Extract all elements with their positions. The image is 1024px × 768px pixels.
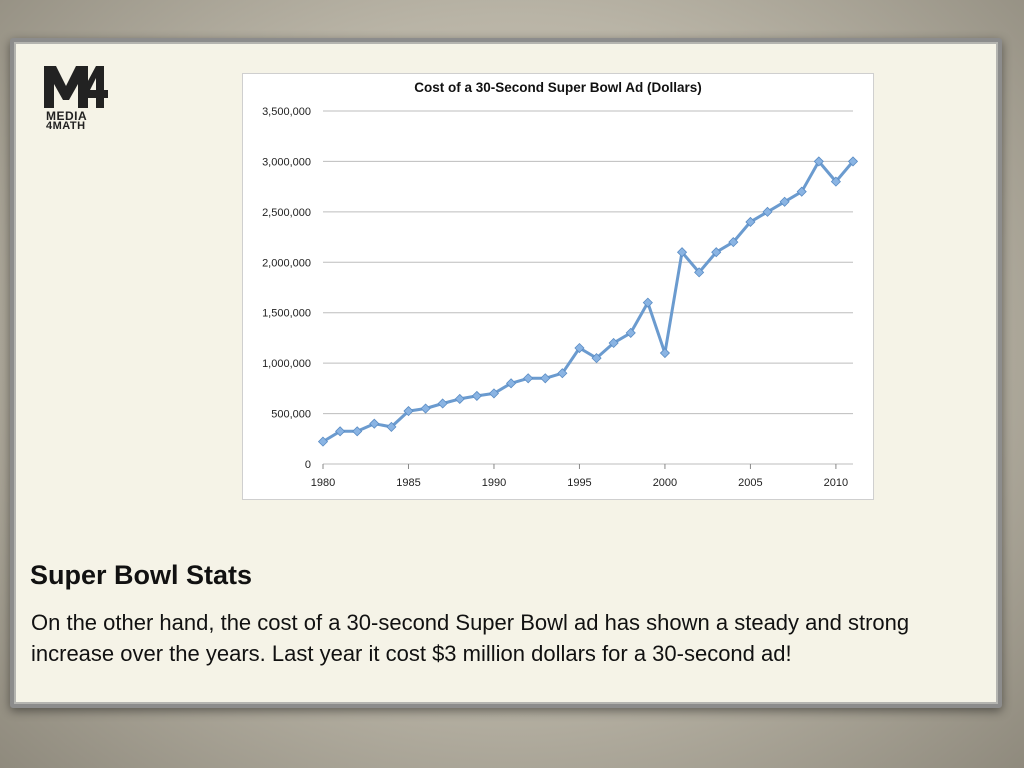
data-point-marker [591, 353, 602, 364]
chart-container: Cost of a 30-Second Super Bowl Ad (Dolla… [242, 73, 874, 500]
data-point-marker [779, 196, 790, 207]
y-tick-label: 2,500,000 [262, 207, 311, 219]
data-point-marker [796, 186, 807, 197]
data-point-marker [642, 297, 653, 308]
series-line [322, 159, 855, 443]
x-tick-label: 2000 [653, 477, 677, 489]
data-point-marker [711, 247, 722, 258]
data-point-marker [317, 436, 329, 447]
data-point-marker [488, 388, 500, 399]
data-point-marker [830, 176, 841, 187]
data-point-marker [574, 342, 585, 354]
data-point-marker [762, 206, 773, 217]
slide-body-text: On the other hand, the cost of a 30-seco… [31, 610, 910, 666]
data-point-marker [694, 267, 705, 278]
y-tick-label: 3,500,000 [262, 106, 311, 118]
x-tick-label: 2010 [824, 477, 848, 489]
data-point-marker [335, 426, 346, 437]
data-point-marker [659, 347, 671, 359]
x-tick-label: 1980 [311, 477, 335, 489]
data-point-marker [625, 327, 636, 338]
series-group [317, 156, 859, 447]
y-tick-label: 500,000 [271, 409, 311, 421]
y-tick-label: 2,000,000 [262, 257, 311, 269]
data-point-marker [847, 156, 859, 167]
y-tick-label: 3,000,000 [262, 156, 311, 168]
x-tick-label: 2005 [738, 477, 762, 489]
data-point-marker [369, 418, 380, 429]
chart-title: Cost of a 30-Second Super Bowl Ad (Dolla… [414, 80, 702, 95]
data-point-marker [454, 393, 465, 405]
data-point-marker [386, 421, 397, 432]
line-chart: Cost of a 30-Second Super Bowl Ad (Dolla… [262, 80, 859, 489]
data-point-marker [437, 398, 448, 409]
m4-logo-mark-icon [44, 66, 108, 108]
data-point-marker [557, 368, 568, 379]
data-point-marker [352, 426, 363, 437]
data-point-marker [523, 373, 534, 384]
data-point-marker [608, 337, 619, 349]
data-point-marker [420, 403, 431, 414]
media4math-logo: MEDIA 4MATH [42, 62, 108, 134]
x-tick-label: 1990 [482, 477, 506, 489]
data-point-marker [505, 378, 517, 389]
data-point-marker [745, 216, 756, 228]
x-axis-ticks: 1980 1985 1990 1995 2000 2005 2010 [311, 464, 848, 489]
data-point-marker [813, 156, 824, 167]
data-point-marker [676, 247, 688, 258]
data-point-marker [540, 373, 551, 384]
logo-text-media: MEDIA [46, 109, 88, 123]
data-point-marker [728, 237, 739, 248]
x-tick-label: 1995 [567, 477, 591, 489]
y-tick-label: 0 [305, 459, 311, 471]
data-point-marker [471, 390, 482, 401]
y-tick-label: 1,000,000 [262, 358, 311, 370]
x-tick-label: 1985 [396, 477, 420, 489]
data-point-marker [403, 405, 414, 417]
y-tick-label: 1,500,000 [262, 308, 311, 320]
slide-title: Super Bowl Stats [30, 560, 253, 590]
gridlines [323, 110, 853, 465]
y-axis-ticks: 0 500,000 1,000,000 1,500,000 2,000,000 2,500… [262, 106, 311, 471]
logo-text-4math: 4MATH [46, 120, 86, 132]
